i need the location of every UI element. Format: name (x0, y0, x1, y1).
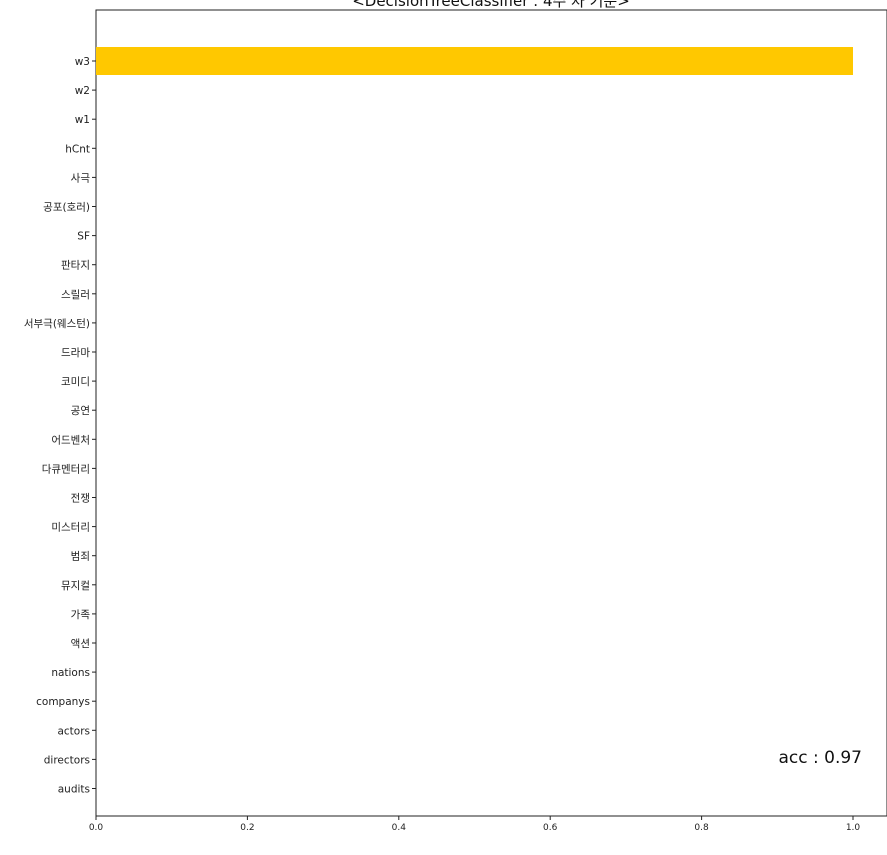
y-tick-label: hCnt (65, 143, 90, 155)
x-tick-label: 0.2 (240, 823, 254, 833)
y-tick-label: 미스터리 (51, 522, 90, 534)
y-tick-label: directors (44, 754, 90, 766)
y-tick-label: 스릴러 (61, 288, 90, 301)
y-tick-label: 서부극(웨스턴) (24, 318, 90, 330)
x-tick-label: 0.0 (89, 823, 104, 833)
y-tick-label: 전쟁 (71, 493, 90, 505)
y-tick-label: nations (51, 667, 90, 679)
accuracy-annotation: acc : 0.97 (779, 748, 863, 768)
y-tick-label: 어드벤처 (51, 434, 90, 446)
y-tick-label: companys (36, 696, 90, 708)
x-tick-label: 0.8 (694, 823, 709, 833)
y-tick-label: w3 (75, 56, 90, 68)
y-tick-label: actors (57, 725, 90, 737)
y-tick-label: SF (77, 231, 90, 243)
y-tick-label: 가족 (71, 609, 91, 621)
y-tick-label: 액션 (71, 638, 90, 650)
x-tick-label: 0.4 (392, 823, 407, 833)
x-axis-ticks: 0.0 0.2 0.4 0.6 0.8 1.0 (89, 816, 861, 833)
chart-title: <DecisionTreeClassifier : 4주 차 기준> (352, 0, 630, 10)
plot-frame (95, 9, 887, 817)
x-tick-label: 1.0 (846, 823, 861, 833)
y-tick-label: 드라마 (61, 347, 90, 359)
y-tick-label: 공포(호러) (43, 202, 90, 214)
bars-group (96, 47, 853, 75)
y-tick-label: 뮤지컬 (61, 579, 90, 592)
x-tick-label: 0.6 (543, 823, 558, 833)
y-tick-label: audits (58, 784, 90, 796)
y-tick-label: w1 (75, 114, 90, 126)
y-tick-label: 코미디 (61, 376, 90, 388)
y-tick-label: 사극 (71, 172, 91, 184)
y-tick-label: 범죄 (71, 551, 90, 563)
bar-0 (96, 47, 853, 75)
y-tick-label: w2 (75, 85, 90, 97)
y-tick-label: 판타지 (61, 260, 90, 272)
y-tick-label: 다큐멘터리 (42, 463, 90, 475)
y-tick-label: 공연 (71, 405, 90, 417)
